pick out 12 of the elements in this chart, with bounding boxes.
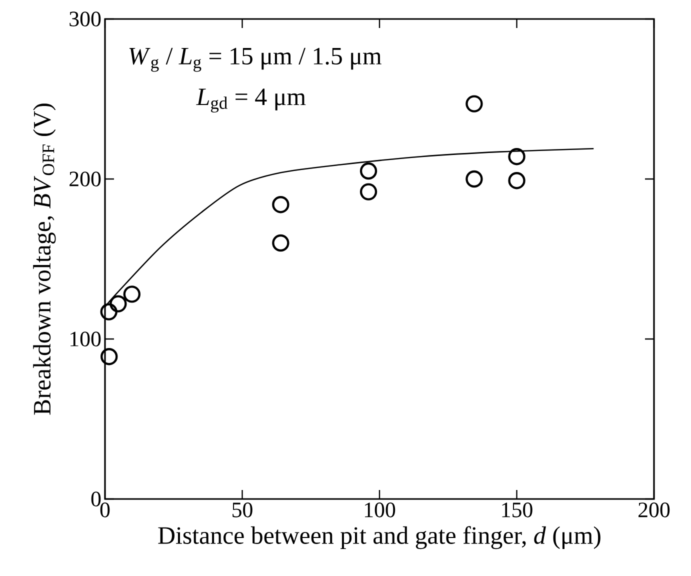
y-tick-label: 0 [91,492,101,506]
y-tick-label: 200 [70,172,101,186]
x-tick-label: 150 [502,502,532,518]
x-tick-label: 200 [638,502,670,518]
y-tick-label: 100 [70,332,101,346]
x-tick-label: 50 [232,502,252,518]
annotation: W$_{g}$ / L$_{g}$ = 15 μm / 1.5 μm [129,48,382,72]
x-tick-label: 100 [364,502,396,518]
y-tick-label: 300 [70,12,101,26]
x-axis-title: Distance between pit and gate finger, d (μm) [158,526,600,550]
y-axis-title: Breakdown voltage, BV$_{OFF}$ (V) [33,104,56,415]
annotation: L$_{gd}$ = 4 μm [196,88,306,113]
